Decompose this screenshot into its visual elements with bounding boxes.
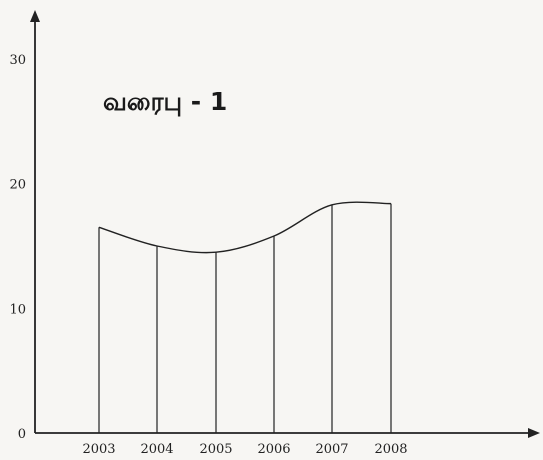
chart-axes [30, 10, 540, 438]
y-tick-label-20: 20 [9, 178, 26, 193]
x-tick-label-2004: 2004 [140, 442, 173, 457]
x-tick-label-2006: 2006 [257, 442, 290, 457]
x-tick-label-2008: 2008 [374, 442, 407, 457]
series-line [98, 201, 392, 254]
y-tick-labels: 0 10 20 30 [9, 53, 26, 442]
y-tick-label-10: 10 [9, 302, 26, 317]
chart-title: வரைபு - 1 [103, 87, 227, 117]
y-axis-arrow [30, 10, 40, 22]
x-tick-label-2005: 2005 [199, 442, 232, 457]
x-tick-label-2003: 2003 [82, 442, 115, 457]
y-tick-label-30: 30 [9, 53, 26, 68]
y-tick-label-0: 0 [18, 427, 26, 442]
series-line-group [98, 201, 392, 254]
x-tick-label-2007: 2007 [315, 442, 348, 457]
area-verticals [98, 203, 392, 433]
x-axis-arrow [528, 428, 540, 438]
x-tick-labels: 2003 2004 2005 2006 2007 2008 [82, 442, 407, 457]
